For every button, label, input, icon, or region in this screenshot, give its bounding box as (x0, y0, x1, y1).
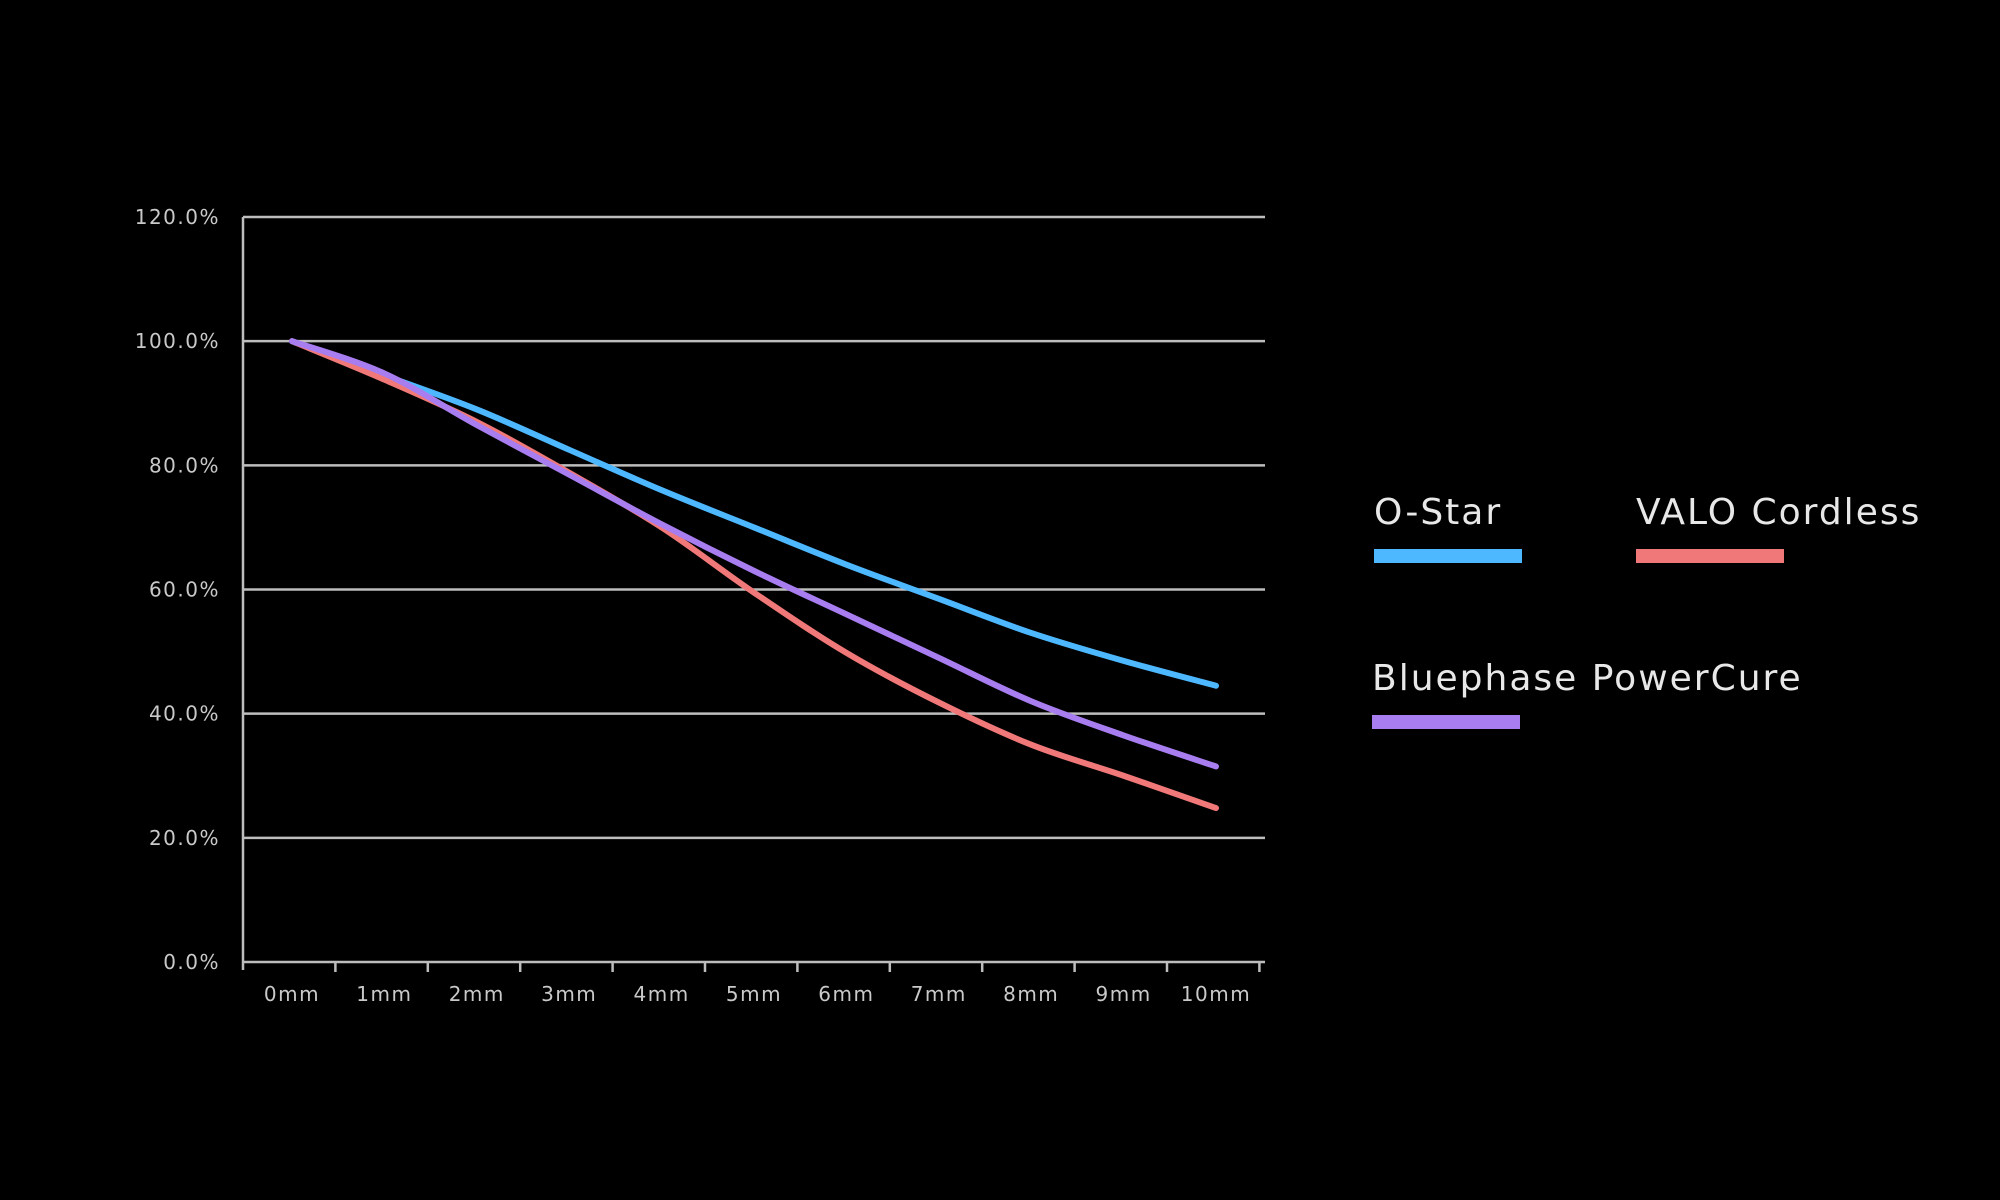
legend-item-valo-cordless: VALO Cordless (1636, 495, 1921, 563)
legend-swatch-bluephase-powercure (1372, 715, 1520, 729)
x-tick-label: 10mm (1181, 982, 1251, 1006)
legend: O-Star VALO Cordless Bluephase PowerCure (1370, 495, 1970, 755)
legend-label-o-star: O-Star (1374, 492, 1503, 533)
legend-swatch-valo-cordless (1636, 549, 1784, 563)
y-tick-label: 100.0% (135, 329, 220, 353)
x-tick-label: 3mm (541, 982, 597, 1006)
axes (241, 217, 1265, 972)
y-tick-label: 120.0% (135, 205, 220, 229)
tick-labels: 0.0% 20.0% 40.0% 60.0% 80.0% 100.0% 120.0% 0mm 1… (135, 205, 1251, 1006)
y-tick-label: 80.0% (149, 453, 220, 477)
legend-label-valo-cordless: VALO Cordless (1636, 492, 1922, 533)
x-tick-label: 0mm (264, 982, 320, 1006)
legend-item-o-star: O-Star (1374, 495, 1522, 563)
y-tick-label: 20.0% (149, 826, 220, 850)
series-line-valo-cordless (289, 338, 1219, 812)
y-tick-label: 60.0% (149, 578, 220, 602)
x-tick-label: 2mm (449, 982, 505, 1006)
x-tick-label: 6mm (818, 982, 874, 1006)
x-tick-label: 4mm (633, 982, 689, 1006)
x-tick-label: 5mm (726, 982, 782, 1006)
y-tick-label: 0.0% (163, 950, 220, 974)
series-line-bluephase-powercure (289, 338, 1219, 770)
x-tick-label: 9mm (1095, 982, 1151, 1006)
series-line-o-star (289, 338, 1219, 689)
x-tick-label: 7mm (911, 982, 967, 1006)
legend-item-bluephase-powercure: Bluephase PowerCure (1372, 661, 1803, 729)
x-tick-label: 8mm (1003, 982, 1059, 1006)
series-lines (289, 338, 1219, 812)
legend-label-bluephase-powercure: Bluephase PowerCure (1372, 658, 1803, 699)
legend-swatch-o-star (1374, 549, 1522, 563)
x-tick-label: 1mm (356, 982, 412, 1006)
y-tick-label: 40.0% (149, 702, 220, 726)
